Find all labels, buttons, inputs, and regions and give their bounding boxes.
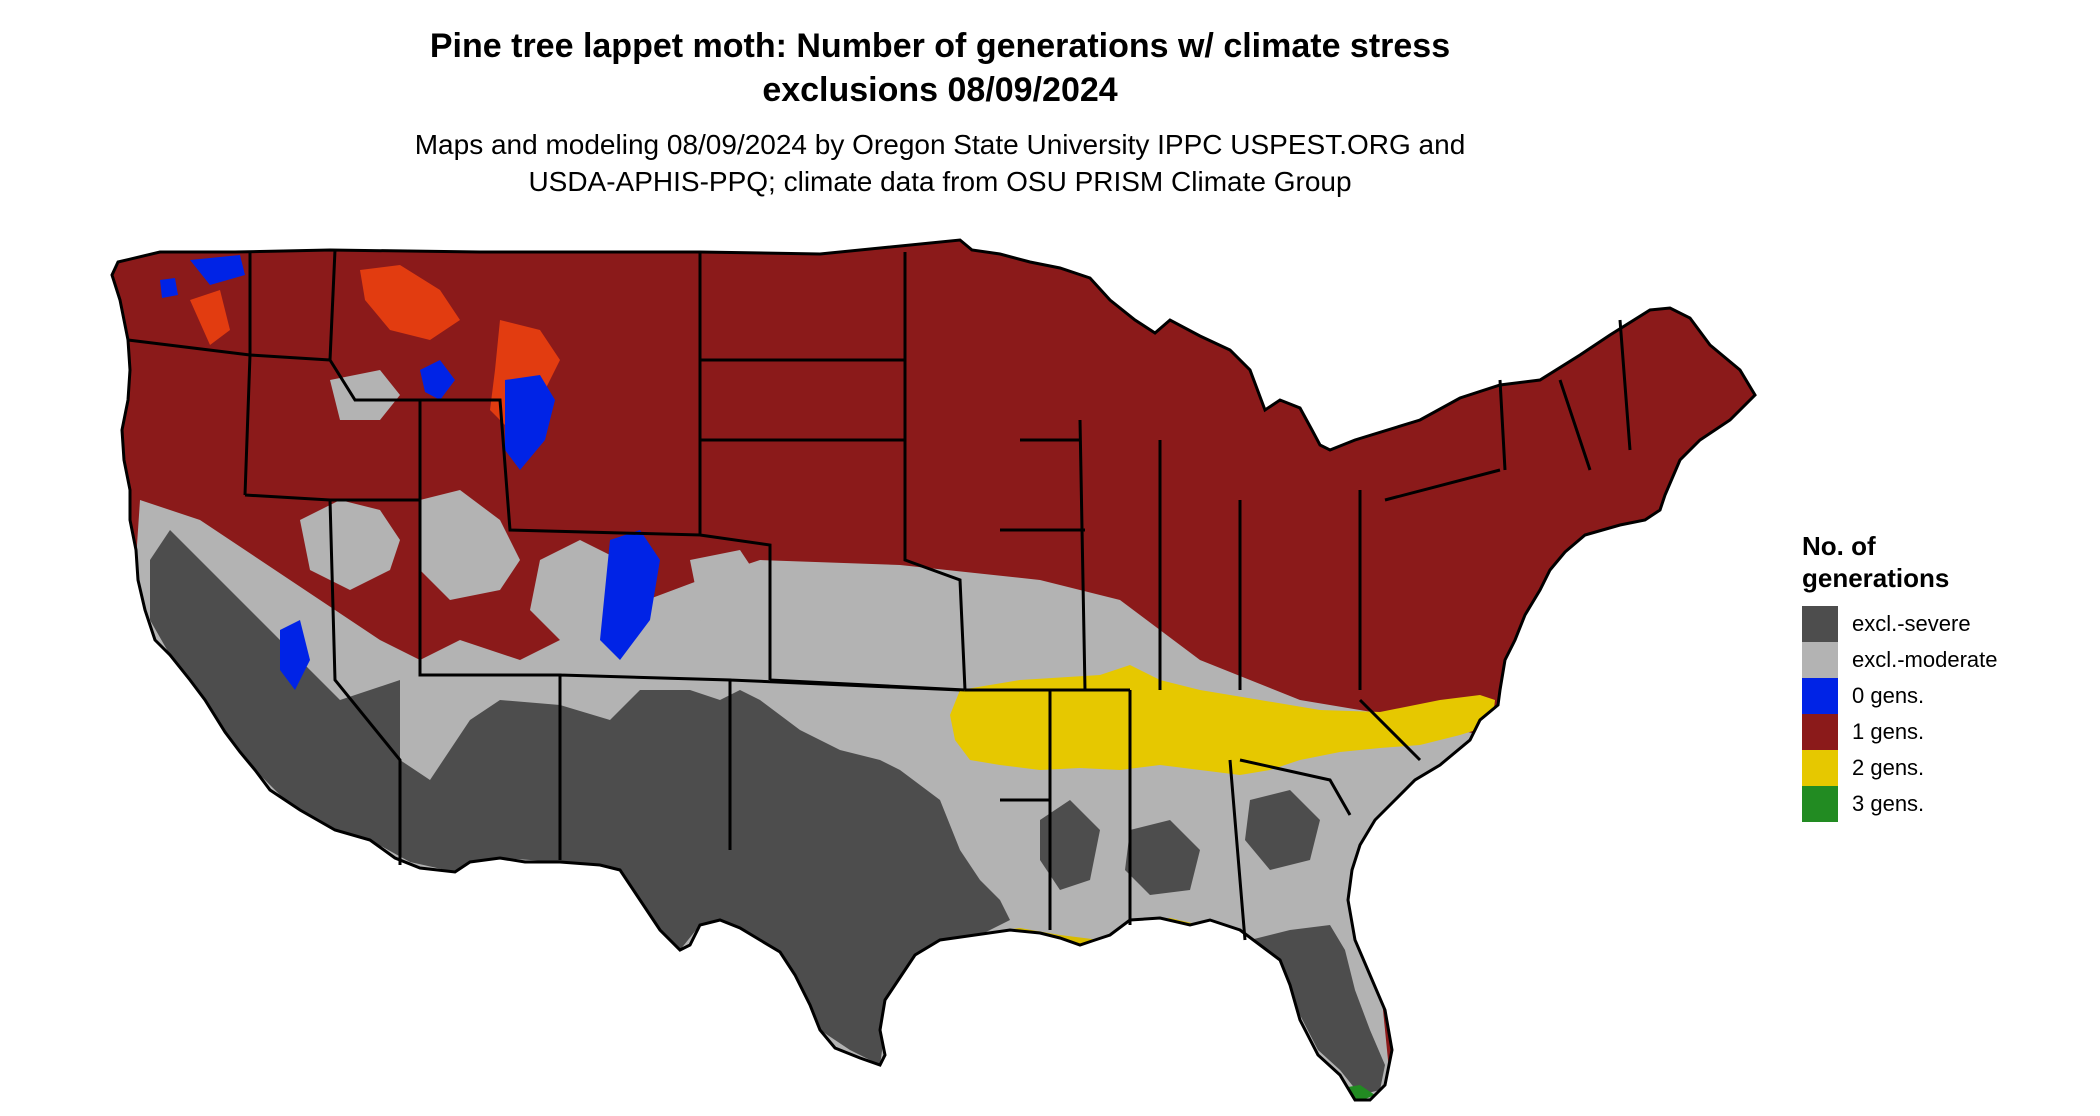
zone-excl-moderate-plains <box>700 570 950 690</box>
legend-item-three-gens: 3 gens. <box>1802 786 2062 822</box>
zone-zero-generations <box>160 255 660 690</box>
legend-item-one-gen: 1 gens. <box>1802 714 2062 750</box>
legend-swatch <box>1802 678 1838 714</box>
map-title-line1: Pine tree lappet moth: Number of generat… <box>429 27 1451 65</box>
legend-swatch <box>1802 606 1838 642</box>
zone-excl-severe-southeast <box>1040 790 1320 895</box>
zone-excl-severe-southwest <box>150 530 1010 1065</box>
legend-label: excl.-moderate <box>1852 647 1998 672</box>
legend-label: 0 gens. <box>1852 683 1925 708</box>
legend-swatch <box>1802 642 1838 678</box>
legend-swatch <box>1802 714 1838 750</box>
legend-item-excl-severe: excl.-severe <box>1802 606 2062 642</box>
legend-item-zero-gens: 0 gens. <box>1802 678 2062 714</box>
legend-title-line2: generations <box>1802 563 1950 593</box>
legend-title-line1: No. of <box>1802 531 1876 561</box>
map-subtitle-line1: Maps and modeling 08/09/2024 by Oregon S… <box>414 129 1466 160</box>
map-subtitle-line2: USDA-APHIS-PPQ; climate data from OSU PR… <box>528 166 1352 197</box>
legend-swatch <box>1802 750 1838 786</box>
map-title-line2: exclusions 08/09/2024 <box>762 71 1118 109</box>
legend-label: 2 gens. <box>1852 755 1925 780</box>
legend-swatch <box>1802 786 1838 822</box>
legend-label: 1 gens. <box>1852 719 1925 744</box>
state-boundaries <box>110 238 1757 1102</box>
legend-label: excl.-severe <box>1852 611 1971 636</box>
legend-label: 3 gens. <box>1852 791 1925 816</box>
legend-item-excl-moderate: excl.-moderate <box>1802 642 2062 678</box>
zone-excl-moderate-west <box>300 370 760 640</box>
zone-two-generations <box>950 665 1495 775</box>
legend-item-two-gens: 2 gens. <box>1802 750 2062 786</box>
